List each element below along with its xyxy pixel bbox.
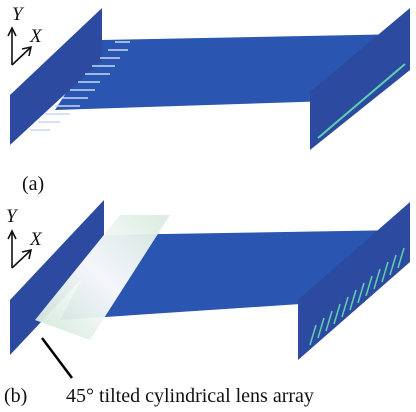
y-axis-label: Y bbox=[6, 206, 19, 227]
panel-a: Y X (a) bbox=[8, 4, 410, 195]
x-axis-label: X bbox=[29, 229, 43, 250]
annotation-pointer bbox=[42, 338, 72, 378]
figure: Y X (a) Y X (b) 45° tilted cylindrical l… bbox=[0, 0, 416, 412]
y-axis-label: Y bbox=[12, 4, 25, 25]
axes-icon bbox=[8, 28, 31, 65]
annotation: 45° tilted cylindrical lens array bbox=[66, 385, 314, 407]
axes-icon bbox=[8, 231, 31, 268]
panel-label: (b) bbox=[4, 385, 27, 407]
panel-b: Y X (b) 45° tilted cylindrical lens arra… bbox=[4, 200, 410, 407]
panel-label: (a) bbox=[22, 173, 44, 195]
x-axis-label: X bbox=[29, 26, 43, 47]
